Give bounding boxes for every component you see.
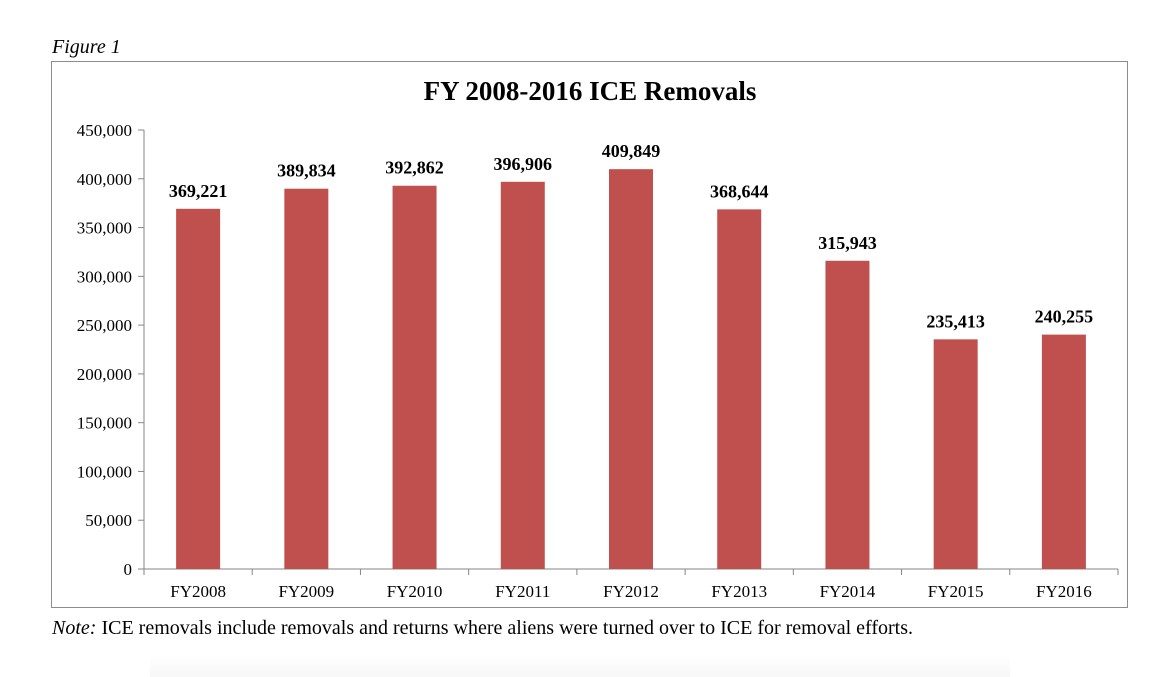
y-tick-label: 400,000	[77, 170, 132, 189]
y-tick-label: 150,000	[77, 414, 132, 433]
x-tick-label: FY2009	[278, 582, 334, 601]
page-bottom-shade	[150, 655, 1010, 677]
bar	[284, 188, 329, 569]
bar	[392, 185, 437, 569]
bar	[609, 169, 653, 569]
x-tick-label: FY2014	[820, 582, 876, 601]
bar	[1041, 334, 1086, 569]
chart-frame: FY 2008-2016 ICE Removals 0 50,000 100,000 1…	[51, 61, 1128, 608]
bar-chart: FY 2008-2016 ICE Removals 0 50,000 100,000 1…	[77, 76, 1119, 601]
bar-value-label: 315,943	[818, 233, 877, 253]
bar-value-label: 240,255	[1035, 307, 1094, 327]
bar-value-label: 396,906	[494, 154, 553, 174]
y-tick-label: 450,000	[77, 121, 132, 140]
note-text: ICE removals include removals and return…	[96, 617, 914, 639]
x-tick-label: FY2012	[603, 582, 659, 601]
bar-value-label: 389,834	[277, 161, 336, 181]
x-tick-label: FY2016	[1036, 582, 1092, 601]
x-tick-label: FY2010	[387, 582, 443, 601]
y-tick-label: 200,000	[77, 365, 132, 384]
note-prefix: Note:	[52, 617, 97, 639]
chart-title: FY 2008-2016 ICE Removals	[424, 76, 757, 106]
y-tick-label: 250,000	[77, 316, 132, 335]
bar-value-label: 368,644	[710, 181, 769, 201]
bar	[176, 208, 221, 570]
y-tick-label: 50,000	[85, 511, 132, 530]
bar-value-label: 409,849	[602, 141, 661, 161]
figure-label: Figure 1	[52, 36, 121, 58]
bar	[933, 339, 978, 569]
bar	[717, 209, 762, 569]
y-tick-label: 350,000	[77, 219, 132, 238]
y-tick-label: 100,000	[77, 462, 132, 481]
x-tick-label: FY2015	[928, 582, 984, 601]
bar	[500, 181, 545, 569]
x-tick-label: FY2013	[711, 582, 767, 601]
bar-value-label: 392,862	[385, 158, 444, 178]
y-tick-label: 0	[124, 560, 133, 579]
figure-note: Note: ICE removals include removals and …	[52, 617, 913, 640]
bar	[825, 260, 870, 569]
bar-value-label: 235,413	[926, 311, 985, 331]
x-tick-label: FY2011	[495, 582, 550, 601]
x-tick-label: FY2008	[170, 582, 226, 601]
y-tick-label: 300,000	[77, 267, 132, 286]
bar-value-label: 369,221	[169, 181, 228, 201]
